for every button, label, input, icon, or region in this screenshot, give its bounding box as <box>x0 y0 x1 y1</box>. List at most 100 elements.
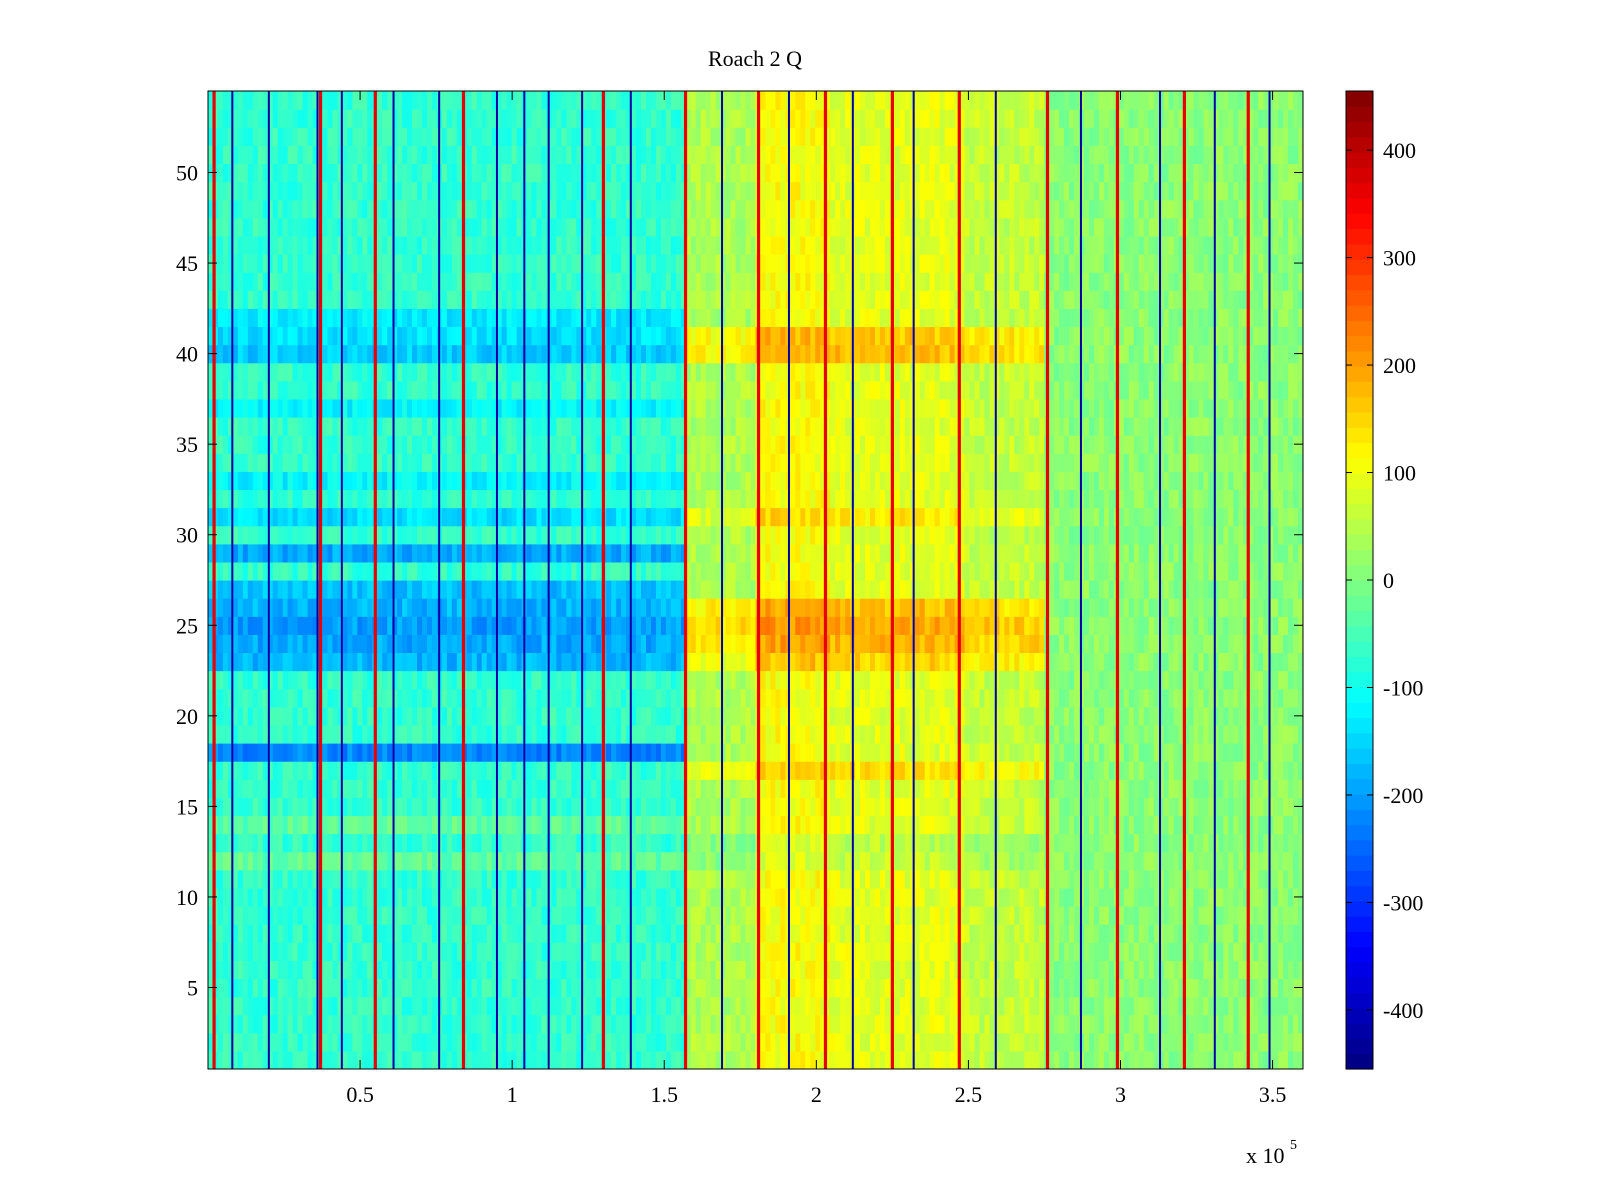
heatmap-cell <box>222 1014 229 1034</box>
heatmap-cell <box>810 869 816 889</box>
heatmap-cell <box>665 779 672 798</box>
heatmap-cell <box>1039 851 1045 871</box>
heatmap-cell <box>646 815 652 835</box>
heatmap-cell <box>675 1050 682 1069</box>
heatmap-cell <box>626 670 632 690</box>
heatmap-cell <box>665 706 672 726</box>
heatmap-cell <box>740 797 747 817</box>
heatmap-cell <box>277 869 284 889</box>
heatmap-cell <box>1054 706 1060 726</box>
heatmap-cell <box>1029 743 1035 762</box>
heatmap-cell <box>760 670 767 690</box>
heatmap-cell <box>526 670 533 690</box>
heatmap-cell <box>884 942 891 961</box>
heatmap-cell <box>924 1050 931 1069</box>
heatmap-cell <box>551 833 558 853</box>
heatmap-cell <box>845 743 851 762</box>
heatmap-cell <box>1258 924 1264 943</box>
heatmap-cell <box>1188 688 1195 708</box>
heatmap-cell <box>710 706 717 726</box>
heatmap-cell <box>840 906 846 925</box>
heatmap-cell <box>491 924 498 943</box>
heatmap-cell <box>591 887 597 907</box>
heatmap-cell <box>486 743 493 762</box>
heatmap-cell <box>705 906 712 925</box>
heatmap-cell <box>700 960 707 980</box>
heatmap-cell <box>800 706 806 726</box>
heatmap-cell <box>576 833 582 853</box>
heatmap-cell <box>302 869 309 889</box>
heatmap-cell <box>1248 779 1254 798</box>
heatmap-cell <box>481 924 488 943</box>
heatmap-cell <box>944 978 951 998</box>
heatmap-cell <box>1108 1014 1115 1034</box>
heatmap-cell <box>800 688 806 708</box>
heatmap-cell <box>934 833 941 853</box>
heatmap-cell <box>491 960 498 980</box>
heatmap-cell <box>1203 996 1210 1016</box>
heatmap-cell <box>257 815 264 835</box>
heatmap-cell <box>412 887 418 907</box>
heatmap-cell <box>725 978 732 998</box>
heatmap-cell <box>222 670 229 690</box>
heatmap-cell <box>1158 887 1165 907</box>
heatmap-cell <box>1268 779 1274 798</box>
heatmap-cell <box>387 815 393 835</box>
heatmap-cell <box>914 924 921 943</box>
heatmap-cell <box>725 761 732 780</box>
heatmap-cell <box>541 833 548 853</box>
heatmap-cell <box>984 1014 991 1034</box>
heatmap-cell <box>491 833 498 853</box>
heatmap-cell <box>571 761 577 780</box>
heatmap-cell <box>740 887 747 907</box>
heatmap-cell <box>352 906 358 925</box>
heatmap-cell <box>949 761 956 780</box>
heatmap-cell <box>486 1032 493 1052</box>
heatmap-cell <box>272 743 279 762</box>
heatmap-cell <box>367 652 373 672</box>
heatmap-cell <box>387 743 393 762</box>
heatmap-cell <box>267 688 274 708</box>
heatmap-cell <box>800 779 806 798</box>
heatmap-cell <box>1024 996 1030 1016</box>
heatmap-cell <box>1093 833 1100 853</box>
heatmap-cell <box>1088 869 1095 889</box>
heatmap-cell <box>1283 906 1289 925</box>
heatmap-cell <box>1123 869 1130 889</box>
heatmap-cell <box>1213 833 1219 853</box>
heatmap-cell <box>576 779 582 798</box>
heatmap-cell <box>217 652 224 672</box>
heatmap-cell <box>1278 924 1284 943</box>
heatmap-cell <box>710 815 717 835</box>
heatmap-cell <box>874 761 881 780</box>
heatmap-cell <box>929 797 936 817</box>
heatmap-cell <box>805 1032 811 1052</box>
heatmap-cell <box>959 797 966 817</box>
heatmap-cell <box>506 869 513 889</box>
heatmap-cell <box>471 978 478 998</box>
heatmap-cell <box>1049 887 1055 907</box>
heatmap-cell <box>257 652 264 672</box>
heatmap-cell <box>650 761 657 780</box>
heatmap-cell <box>397 815 403 835</box>
heatmap-cell <box>332 869 339 889</box>
heatmap-cell <box>646 797 652 817</box>
heatmap-cell <box>1288 960 1294 980</box>
heatmap-cell <box>964 851 971 871</box>
heatmap-cell <box>431 869 438 889</box>
heatmap-cell <box>1293 743 1299 762</box>
heatmap-cell <box>541 851 548 871</box>
heatmap-cell <box>382 869 388 889</box>
heatmap-cell <box>237 1050 244 1069</box>
heatmap-cell <box>252 779 259 798</box>
heatmap-cell <box>765 960 772 980</box>
heatmap-cell <box>1158 761 1165 780</box>
heatmap-cell <box>367 779 373 798</box>
heatmap-cell <box>636 960 642 980</box>
heatmap-cell <box>456 779 463 798</box>
heatmap-cell <box>725 797 732 817</box>
heatmap-cell <box>357 869 363 889</box>
heatmap-cell <box>352 688 358 708</box>
heatmap-cell <box>232 1032 239 1052</box>
heatmap-cell <box>1228 779 1234 798</box>
